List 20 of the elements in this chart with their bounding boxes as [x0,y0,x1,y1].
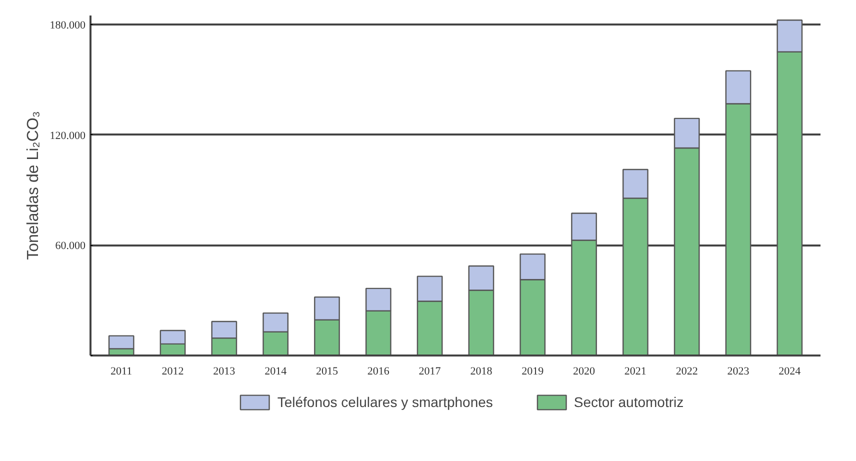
x-tick-label: 2019 [522,366,544,378]
x-tick-label: 2024 [778,366,802,378]
y-axis-title: Toneladas de Li₂CO₃ [24,111,42,260]
y-tick-label: 180.000 [50,20,86,32]
x-tick-label: 2022 [676,366,698,378]
x-tick-label: 2013 [213,366,236,378]
y-tick-label: 60.000 [55,240,86,252]
x-tick-label: 2015 [316,366,338,378]
x-tick-label: 2020 [573,366,596,378]
x-tick-label: 2011 [110,366,132,378]
x-tick-label: 2023 [727,366,750,378]
x-tick-label: 2018 [470,366,493,378]
x-tick-label: 2012 [162,366,184,378]
x-tick-label: 2016 [367,366,390,378]
y-tick-label: 120.000 [50,130,86,142]
x-tick-label: 2014 [264,366,288,378]
x-tick-label: 2017 [418,366,442,378]
legend-label: Sector automotriz [574,394,684,410]
x-tick-label: 2021 [624,366,646,378]
legend-label: Teléfonos celulares y smartphones [277,394,493,410]
